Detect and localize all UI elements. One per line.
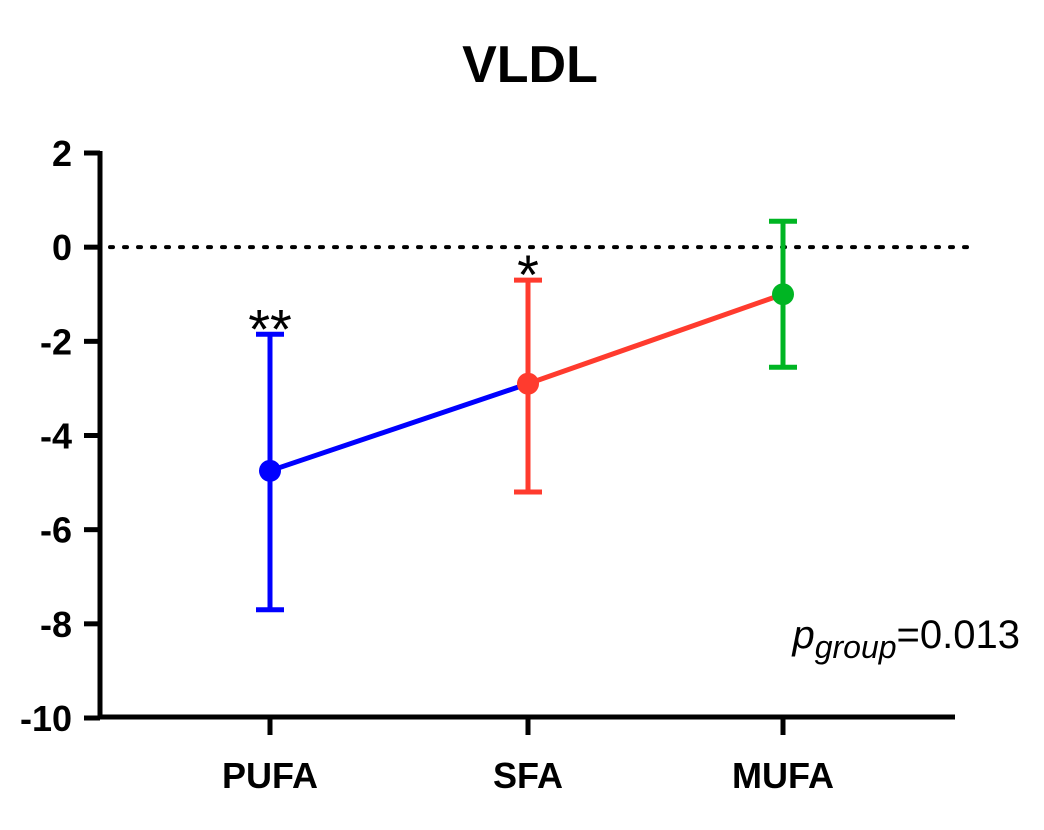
significance-marker: * xyxy=(517,243,539,306)
chart-title: VLDL xyxy=(462,36,598,94)
series xyxy=(256,218,797,613)
significance-markers: *** xyxy=(248,243,539,360)
y-ticks: 2 0 -2 -4 -6 -8 -10 xyxy=(20,133,100,739)
p-value: =0.013 xyxy=(897,613,1020,657)
x-ticks: PUFA SFA MUFA xyxy=(222,717,834,796)
y-tick-label: -8 xyxy=(40,604,72,645)
data-point xyxy=(517,372,539,395)
y-tick-label: 0 xyxy=(52,227,72,268)
series-segment xyxy=(527,291,784,387)
data-point xyxy=(259,459,281,482)
x-tick-label: SFA xyxy=(493,755,563,796)
y-tick-label: -2 xyxy=(40,321,72,362)
p-subscript: group xyxy=(815,629,897,665)
y-tick-label: -6 xyxy=(40,510,72,551)
series-segment xyxy=(269,381,529,474)
p-group-annotation: pgroup=0.013 xyxy=(791,613,1020,665)
x-tick-label: MUFA xyxy=(732,755,834,796)
p-symbol: p xyxy=(791,613,814,657)
x-tick-label: PUFA xyxy=(222,755,318,796)
y-tick-label: 2 xyxy=(52,133,72,174)
data-point xyxy=(772,283,794,306)
y-tick-label: -4 xyxy=(40,416,72,457)
significance-marker: ** xyxy=(248,297,292,360)
y-tick-label: -10 xyxy=(20,698,72,739)
